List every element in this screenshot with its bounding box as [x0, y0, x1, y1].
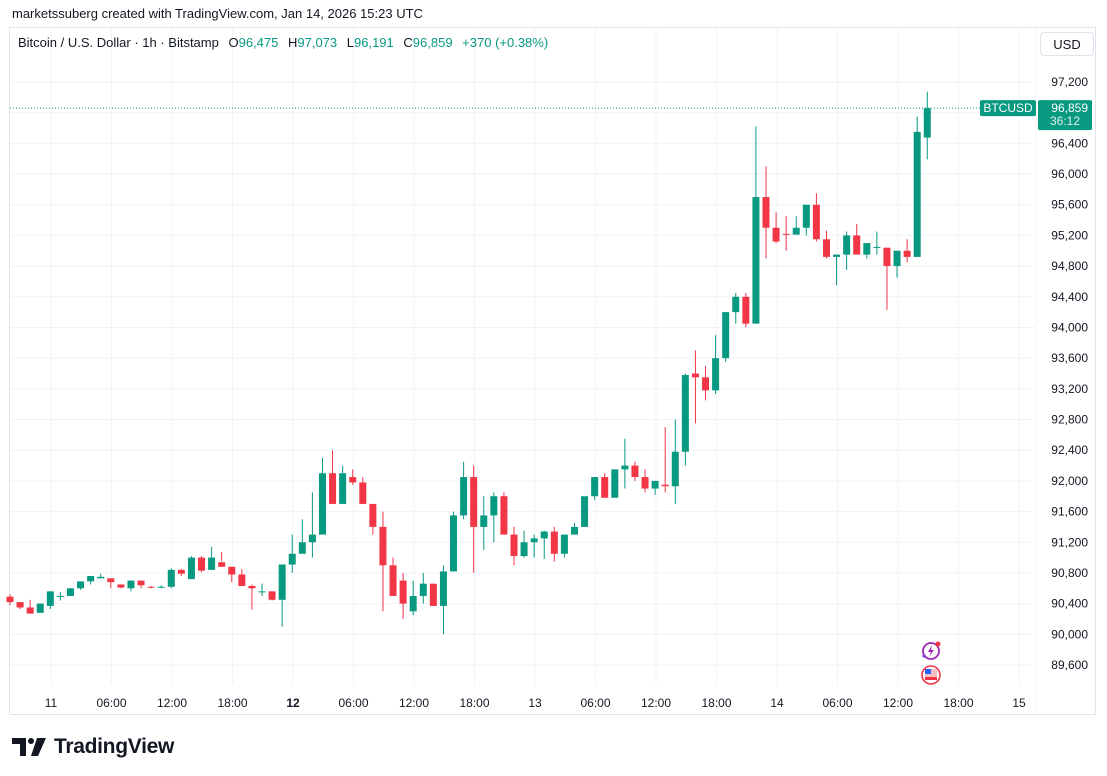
tradingview-logo[interactable]: TradingView	[12, 735, 174, 759]
time-axis-label: 11	[45, 696, 58, 710]
open-value: 96,475	[238, 35, 279, 50]
time-axis-label: 18:00	[943, 696, 973, 710]
brand-name: TradingView	[54, 735, 175, 758]
time-axis-label: 18:00	[459, 696, 489, 710]
price-axis-label: 95,200	[1051, 228, 1088, 242]
price-axis-label: 93,200	[1051, 382, 1088, 396]
time-axis-label: 12:00	[641, 696, 671, 710]
price-axis-label: 93,600	[1051, 351, 1088, 365]
price-axis-label: 94,400	[1051, 290, 1088, 304]
price-axis-label: 94,800	[1051, 259, 1088, 273]
price-axis-label: 92,800	[1051, 413, 1088, 427]
low-value: 96,191	[354, 35, 394, 50]
last-price-tag	[1038, 100, 1092, 131]
time-axis-label: 06:00	[96, 696, 126, 710]
last-price-text: 96,859	[1051, 101, 1088, 115]
time-axis-label: 18:00	[217, 696, 247, 710]
tradingview-logo-icon	[12, 738, 46, 756]
currency-button[interactable]: USD	[1040, 32, 1094, 56]
price-axis-label: 92,000	[1051, 474, 1088, 488]
price-axis-label: 92,400	[1051, 443, 1088, 457]
price-axis-label: 95,600	[1051, 198, 1088, 212]
time-axis-label: 12:00	[883, 696, 913, 710]
price-axis-label: 91,200	[1051, 535, 1088, 549]
time-axis-label: 06:00	[822, 696, 852, 710]
time-axis-label: 12	[286, 696, 300, 710]
symbol-tag-text: BTCUSD	[983, 101, 1033, 115]
time-axis-label: 06:00	[338, 696, 368, 710]
price-axis-label: 89,600	[1051, 658, 1088, 672]
symbol-description[interactable]: Bitcoin / U.S. Dollar · 1h · Bitstamp	[18, 35, 219, 50]
time-axis-label: 12:00	[399, 696, 429, 710]
time-axis-label: 13	[528, 696, 542, 710]
price-axis-label: 90,400	[1051, 597, 1088, 611]
price-axis-label: 91,600	[1051, 505, 1088, 519]
high-label: H	[287, 35, 298, 50]
change-value: +370 (+0.38%)	[462, 35, 549, 50]
symbol-legend: Bitcoin / U.S. Dollar · 1h · Bitstamp O9…	[18, 35, 548, 50]
close-label: C	[403, 35, 413, 50]
price-axis-label: 94,000	[1051, 320, 1088, 334]
time-axis-label: 14	[770, 696, 784, 710]
time-axis-label: 15	[1012, 696, 1026, 710]
chart-caption: marketssuberg created with TradingView.c…	[12, 6, 423, 21]
symbol-price-tag	[980, 100, 1036, 117]
us-flag-event-icon[interactable]	[921, 665, 941, 685]
price-axis-label: 90,800	[1051, 566, 1088, 580]
low-label: L	[346, 35, 354, 50]
lightning-event-icon[interactable]	[922, 641, 941, 660]
open-label: O	[228, 35, 239, 50]
bar-countdown-text: 36:12	[1050, 114, 1080, 128]
price-axis-label: 90,000	[1051, 627, 1088, 641]
close-value: 96,859	[412, 35, 453, 50]
time-axis-label: 12:00	[157, 696, 187, 710]
price-axis-label: 96,000	[1051, 167, 1088, 181]
time-axis-label: 06:00	[580, 696, 610, 710]
candles	[6, 91, 931, 635]
time-axis-label: 18:00	[701, 696, 731, 710]
high-value: 97,073	[297, 35, 338, 50]
price-axis-label: 97,200	[1051, 75, 1088, 89]
price-axis-label: 96,400	[1051, 136, 1088, 150]
